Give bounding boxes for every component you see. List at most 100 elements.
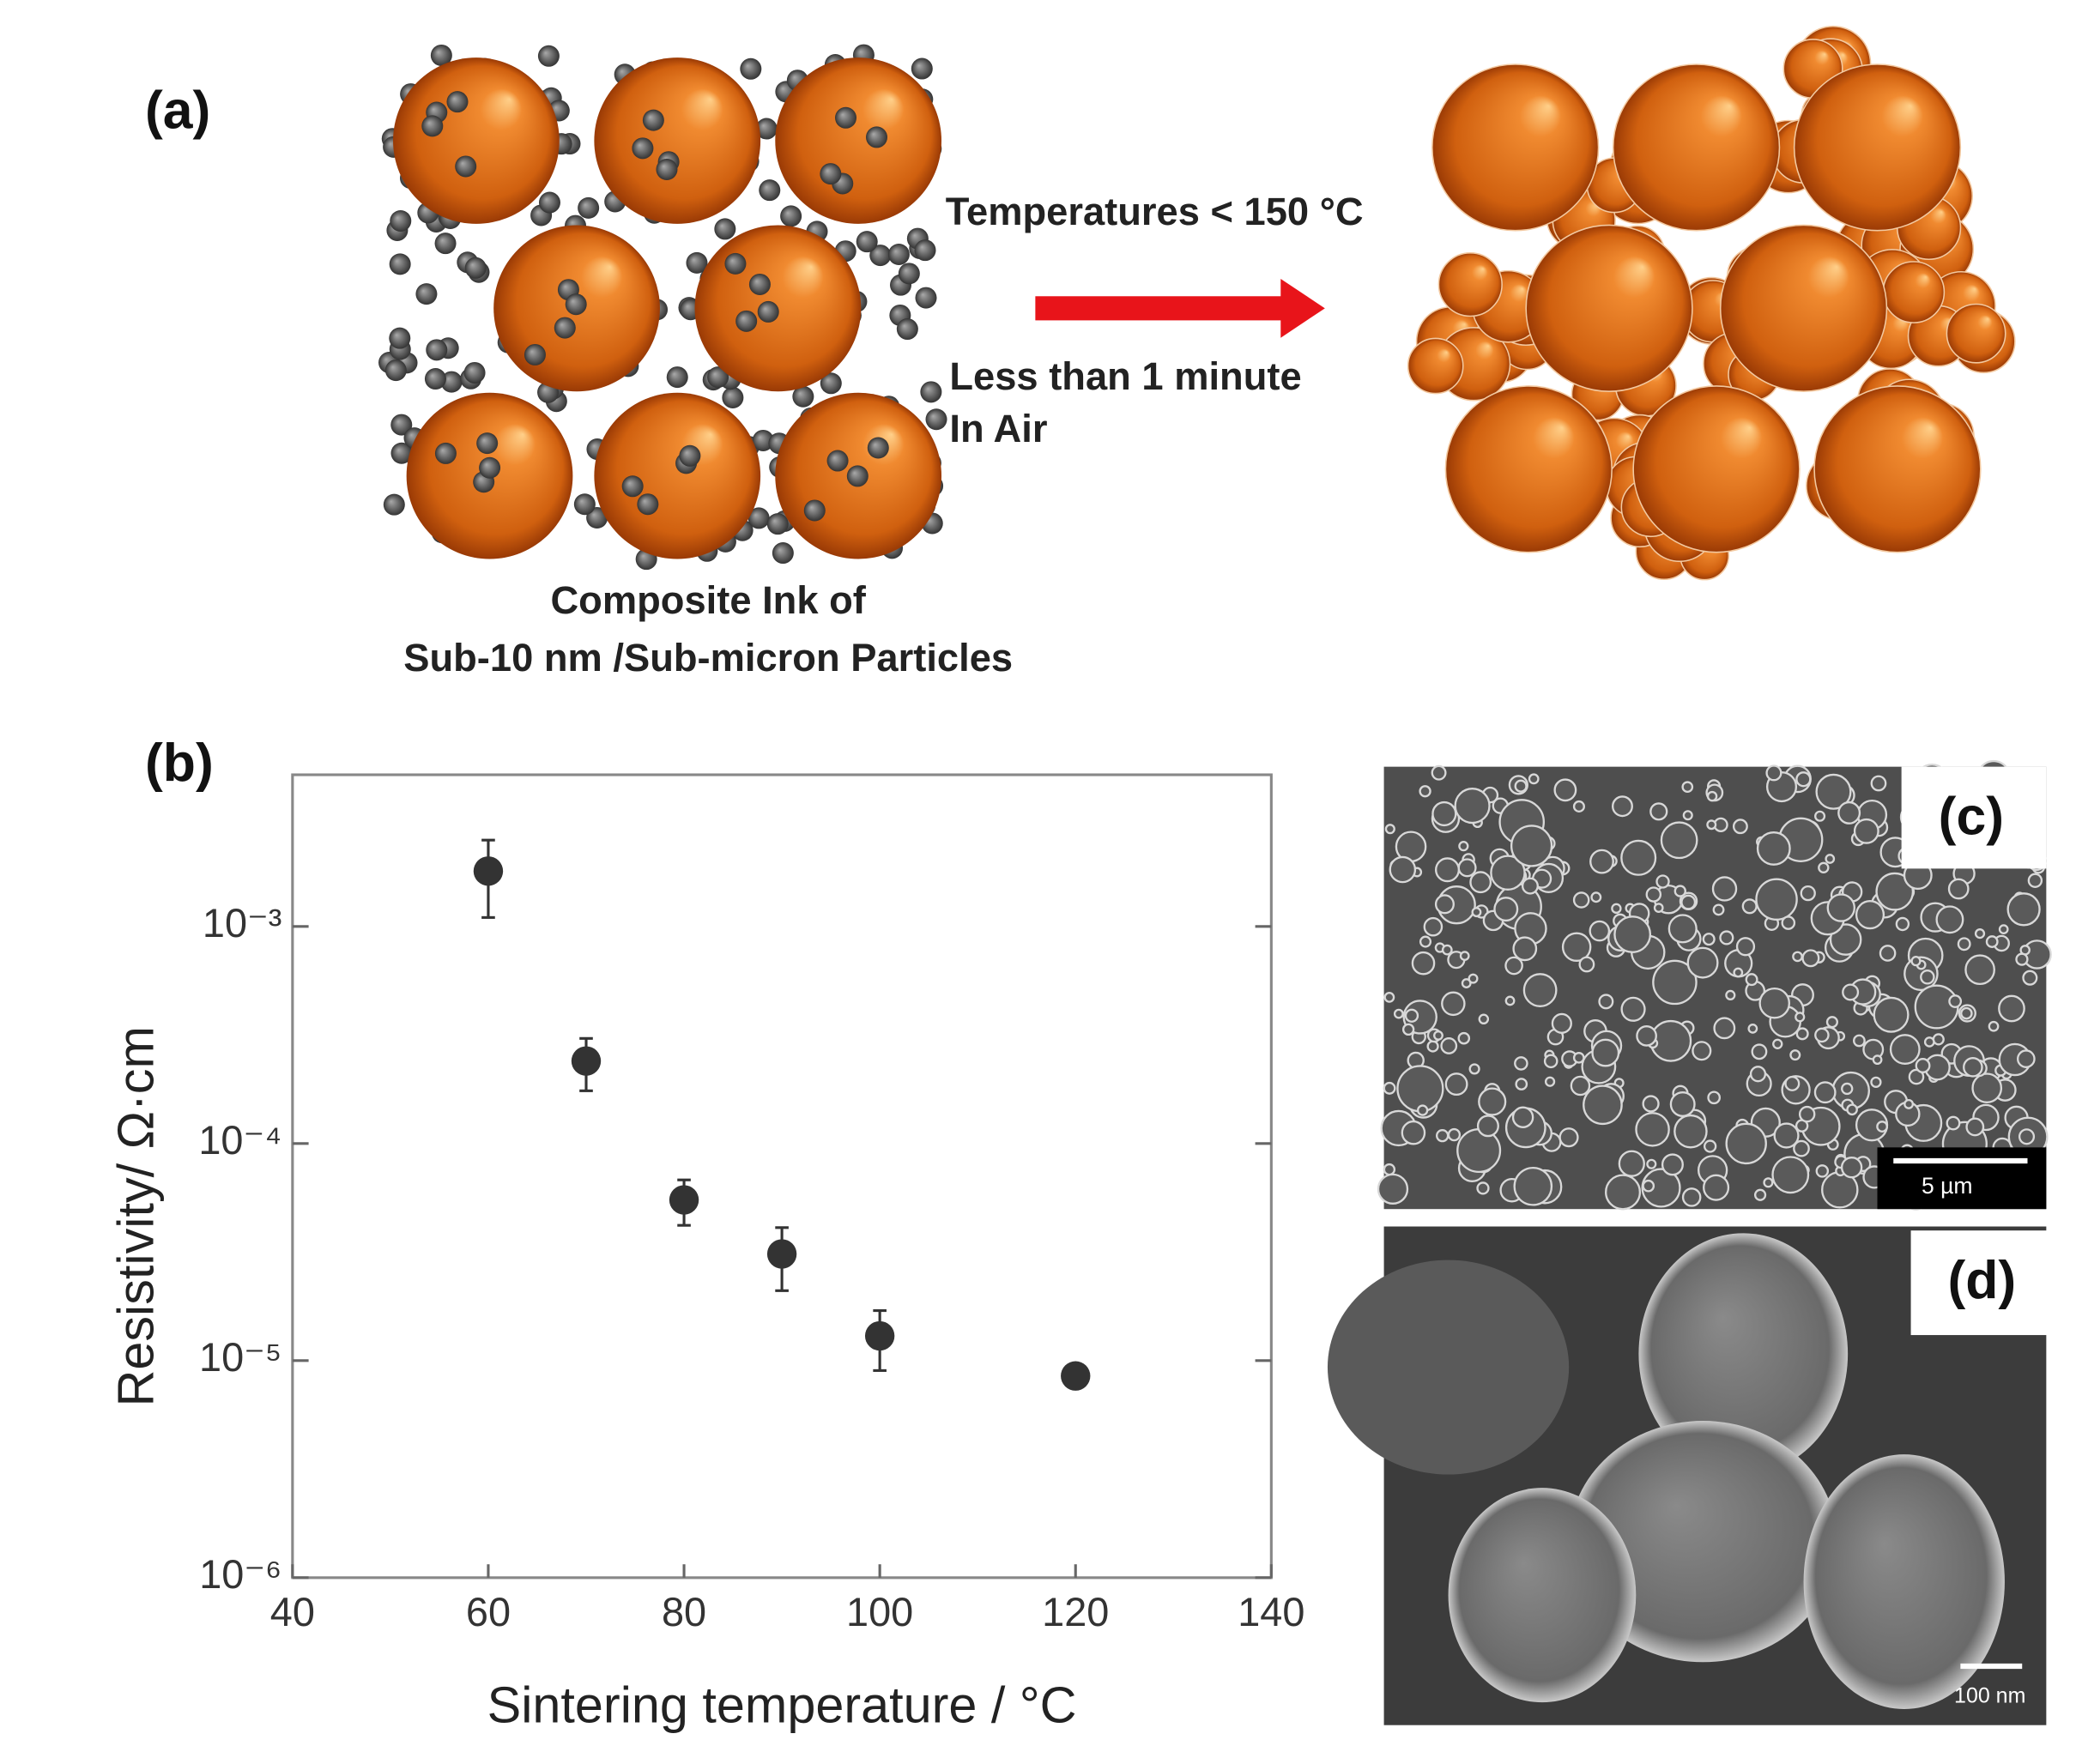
- nanoparticle: [686, 251, 708, 274]
- sem-particle: [1998, 994, 2025, 1023]
- nanoparticle: [735, 310, 758, 332]
- sem-particle: [1522, 973, 1558, 1007]
- sem-particle: [2018, 1128, 2036, 1145]
- sem-particle: [1441, 991, 1466, 1017]
- sem-particle: [1652, 959, 1698, 1006]
- sem-particle: [1404, 1008, 1419, 1023]
- nanoparticle: [479, 456, 501, 479]
- sem-particle: [1620, 996, 1646, 1022]
- sem-particle: [1758, 987, 1791, 1019]
- sem-particle: [1636, 1024, 1657, 1047]
- nanoparticle: [446, 91, 469, 113]
- sem-particle: [1611, 795, 1633, 818]
- sem-particle: [1510, 825, 1553, 867]
- nanoparticle: [759, 179, 781, 202]
- sem-particle: [1818, 861, 1830, 874]
- sem-particle: [1512, 936, 1538, 962]
- nanoparticle: [724, 252, 747, 275]
- sem-particle: [1458, 841, 1469, 852]
- sem-particle: [1521, 877, 1539, 895]
- nanoparticle: [537, 45, 560, 67]
- sem-particle: [1511, 1106, 1534, 1128]
- condition: In Air: [949, 407, 1047, 450]
- sem-particle: [2022, 970, 2038, 986]
- nanoparticle: [476, 432, 499, 455]
- sem-particle: [1815, 773, 1852, 810]
- sem-particle: [1706, 819, 1717, 831]
- sem-particle: [2006, 892, 2041, 927]
- nanoparticle: [846, 465, 869, 487]
- nanoparticle: [642, 109, 664, 131]
- nanoparticle: [722, 386, 744, 408]
- nanoparticle: [867, 437, 889, 459]
- sem-grain: [1448, 1488, 1637, 1703]
- nanoparticle: [621, 475, 644, 498]
- sem-particle: [1703, 1139, 1717, 1153]
- sem-particle: [1653, 903, 1664, 913]
- nanoparticle: [772, 542, 794, 565]
- sem-particle: [1478, 1013, 1490, 1025]
- sem-particle: [1411, 951, 1436, 976]
- nanoparticle: [792, 385, 814, 408]
- panel-label: (d): [1947, 1250, 2016, 1310]
- nanoparticle: [856, 231, 878, 253]
- sem-particle: [1514, 779, 1528, 793]
- sem-particle: [1915, 1058, 1931, 1073]
- sem-grain: [1569, 1421, 1837, 1663]
- sem-particle: [1635, 1112, 1670, 1147]
- microparticle: [775, 57, 942, 224]
- sem-particle: [1389, 855, 1417, 884]
- sem-particle: [1468, 973, 1479, 984]
- sem-particle: [1419, 785, 1431, 798]
- nanoparticle: [565, 293, 587, 316]
- sem-particle: [1873, 996, 1910, 1033]
- sem-particle: [1751, 1043, 1768, 1060]
- sem-particle: [1605, 1174, 1642, 1211]
- sem-particle: [1947, 878, 1970, 900]
- sem-particle: [1964, 954, 1995, 986]
- arrow: [1035, 296, 1284, 321]
- sem-particle: [1681, 1187, 1702, 1207]
- sem-particle: [1447, 1127, 1462, 1142]
- sem-particle: [1440, 1037, 1458, 1054]
- sem-particle: [1682, 810, 1693, 821]
- nanoparticle: [578, 196, 600, 219]
- sem-particle: [1528, 773, 1540, 785]
- sem-particle: [1745, 973, 1758, 987]
- sem-particle: [1468, 1063, 1480, 1075]
- sem-particle: [1641, 1168, 1681, 1208]
- sem-particle: [1732, 819, 1748, 835]
- sem-particle: [1988, 1020, 2000, 1032]
- sem-particle: [1396, 1065, 1444, 1113]
- sem-particle: [1795, 1012, 1806, 1023]
- sem-particle: [1377, 1173, 1409, 1205]
- sem-particle: [1985, 935, 1999, 948]
- scale-box: [1877, 1147, 2047, 1210]
- nanoparticle: [780, 205, 802, 227]
- sem-particle: [1426, 1040, 1439, 1053]
- sem-grain: [1638, 1233, 1849, 1475]
- x-tick-label: 120: [1042, 1590, 1109, 1634]
- nanoparticle: [440, 371, 463, 393]
- sem-particle: [1543, 1054, 1559, 1069]
- nanoparticle: [869, 245, 892, 267]
- nanoparticle: [666, 366, 688, 389]
- sem-particle: [1733, 967, 1744, 978]
- sem-particle: [1515, 1078, 1528, 1090]
- sem-particle: [1870, 1076, 1882, 1088]
- nanoparticle: [464, 257, 487, 279]
- nanoparticle: [755, 118, 778, 140]
- nanoparticle: [898, 263, 920, 285]
- plot-frame: [291, 773, 1273, 1580]
- sem-particle: [1642, 1095, 1660, 1113]
- sem-particle: [1908, 1068, 1925, 1085]
- nanoparticle: [707, 366, 729, 389]
- sem-particle: [1706, 790, 1718, 802]
- sem-particle: [1842, 983, 1860, 1001]
- sem-particle: [1459, 951, 1470, 961]
- sem-particle: [1904, 1098, 1915, 1109]
- x-tick-label: 100: [846, 1590, 913, 1634]
- sem-particle: [1456, 1128, 1502, 1174]
- nanoparticle: [820, 163, 842, 185]
